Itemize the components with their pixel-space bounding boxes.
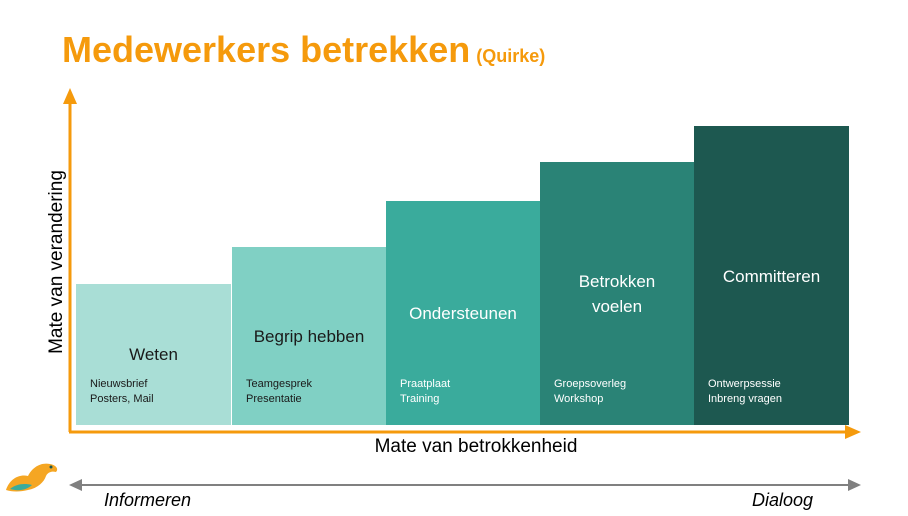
step-item: Posters, Mail: [90, 393, 154, 405]
step-item: Ontwerpsessie: [708, 378, 781, 390]
page-title: Medewerkers betrekken (Quirke): [62, 28, 545, 78]
y-axis-label: Mate van verandering: [46, 170, 67, 354]
step-label: Weten: [129, 345, 178, 364]
step-items: Teamgesprek Presentatie: [246, 377, 312, 407]
x-axis-label: Mate van betrokkenheid: [374, 436, 578, 457]
x-axis-arrowhead: [845, 425, 861, 439]
step-item: Workshop: [554, 393, 604, 405]
title-sub: (Quirke): [476, 46, 546, 66]
step-label: Begrip hebben: [253, 327, 365, 346]
scale-left-label: Informeren: [104, 490, 192, 510]
y-axis-arrowhead: [63, 88, 77, 104]
step-label: Betrokken voelen: [578, 272, 656, 316]
step-items: Nieuwsbrief Posters, Mail: [90, 377, 154, 407]
step-begrip-hebben: Begrip hebben Teamgesprek Presentatie: [232, 247, 386, 425]
step-item: Teamgesprek: [246, 378, 313, 390]
step-items: Groepsoverleg Workshop: [554, 377, 626, 407]
otter-logo-icon: [6, 463, 58, 492]
step-item: Inbreng vragen: [708, 393, 782, 405]
step-item: Groepsoverleg: [554, 378, 627, 390]
step-ondersteunen: Ondersteunen Praatplaat Training: [386, 201, 540, 425]
step-items: Ontwerpsessie Inbreng vragen: [708, 377, 782, 407]
step-label: Committeren: [722, 267, 821, 286]
step-label: Ondersteunen: [409, 304, 517, 323]
step-weten: Weten Nieuwsbrief Posters, Mail: [76, 284, 231, 425]
step-items: Praatplaat Training: [400, 377, 450, 407]
scale-right-arrowhead: [848, 479, 861, 491]
step-committeren: Committeren Ontwerpsessie Inbreng vragen: [694, 126, 849, 425]
scale-right-label: Dialoog: [752, 490, 814, 510]
step-item: Training: [400, 393, 440, 405]
step-item: Nieuwsbrief: [90, 378, 148, 390]
step-betrokken-voelen: Betrokken voelen Groepsoverleg Workshop: [540, 162, 694, 425]
step-item: Presentatie: [246, 393, 302, 405]
scale-left-arrowhead: [69, 479, 82, 491]
step-item: Praatplaat: [400, 378, 451, 390]
title-main: Medewerkers betrekken: [62, 29, 471, 70]
